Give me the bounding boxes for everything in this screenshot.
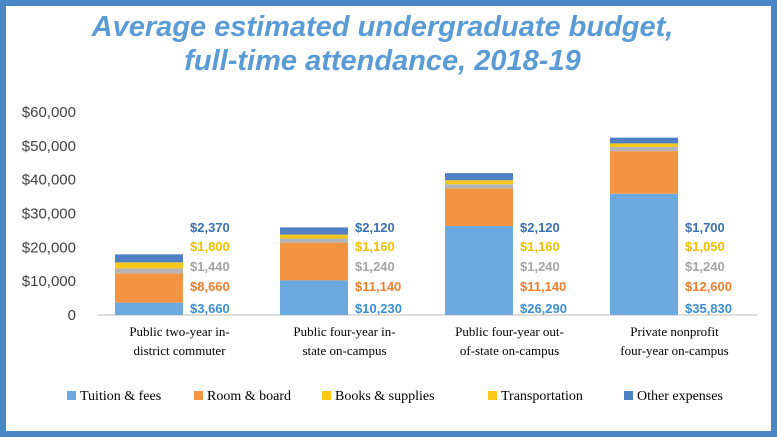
bar-segment — [115, 262, 183, 269]
legend-label: Other expenses — [637, 389, 723, 404]
category-label: four-year on-campus — [620, 343, 728, 358]
legend-label: Transportation — [501, 389, 583, 404]
data-labels: $3,660 $8,660 $1,440 $1,800 $2,370 $10,230 $11… — [190, 220, 732, 316]
data-label: $1,160 — [520, 239, 560, 254]
bar-segment — [280, 227, 348, 235]
data-label: $1,160 — [355, 239, 395, 254]
legend-swatch — [194, 391, 203, 400]
data-label: $1,050 — [685, 239, 725, 254]
y-tick-label: $10,000 — [22, 273, 76, 290]
category-label: Public four-year in- — [293, 324, 395, 339]
data-label: $8,660 — [190, 279, 230, 294]
bar-segment — [610, 137, 678, 144]
data-label: $11,140 — [520, 279, 566, 294]
bar-segment — [445, 188, 513, 227]
category-label: district commuter — [133, 343, 226, 358]
data-label: $2,120 — [355, 220, 395, 235]
legend-label: Books & supplies — [335, 389, 435, 404]
y-tick-label: $50,000 — [22, 138, 76, 155]
legend-swatch — [322, 391, 331, 400]
chart-title-line-1: Average estimated undergraduate budget, — [91, 11, 674, 43]
bar-segment — [445, 226, 513, 315]
legend-swatch — [67, 391, 76, 400]
bar-segment — [280, 242, 348, 281]
data-label: $1,440 — [190, 259, 230, 274]
y-tick-label: 0 — [68, 307, 76, 324]
bar-segment — [610, 151, 678, 194]
legend-label: Tuition & fees — [80, 389, 161, 404]
data-label: $2,370 — [190, 220, 230, 235]
y-tick-label: $40,000 — [22, 172, 76, 189]
legend-swatch — [624, 391, 633, 400]
bar-segment — [115, 273, 183, 303]
bar-segment — [610, 143, 678, 147]
category-labels: Public two-year in-district commuter Publ… — [129, 324, 728, 358]
bars — [115, 137, 678, 315]
bar-segment — [610, 193, 678, 315]
bar-segment — [115, 254, 183, 263]
bar-segment — [280, 280, 348, 315]
legend-swatch — [488, 391, 497, 400]
data-label: $1,800 — [190, 239, 230, 254]
data-label: $1,700 — [685, 220, 725, 235]
bar-segment — [610, 146, 678, 152]
bar-segment — [445, 180, 513, 185]
category-label: Public two-year in- — [129, 324, 229, 339]
category-label: state on-campus — [302, 343, 386, 358]
chart-title-line-2: full-time attendance, 2018-19 — [184, 45, 581, 77]
y-tick-label: $30,000 — [22, 206, 76, 223]
data-label: $26,290 — [520, 301, 567, 316]
bar-segment — [280, 234, 348, 239]
data-label: $2,120 — [520, 220, 560, 235]
data-label: $10,230 — [355, 301, 402, 316]
bar-segment — [280, 238, 348, 243]
data-label: $1,240 — [355, 259, 395, 274]
legend: Tuition & fees Room & board Books & suppli… — [67, 389, 723, 404]
chart-title: Average estimated undergraduate budget, … — [0, 10, 765, 78]
legend-label: Room & board — [207, 389, 291, 404]
bar-segment — [445, 184, 513, 189]
data-label: $35,830 — [685, 301, 732, 316]
data-label: $11,140 — [355, 279, 401, 294]
y-tick-label: $20,000 — [22, 239, 76, 256]
y-tick-label: $60,000 — [22, 104, 76, 121]
category-label: Public four-year out- — [455, 324, 564, 339]
bar-segment — [115, 268, 183, 274]
y-axis-ticks: 0 $10,000 $20,000 $30,000 $40,000 $50,000 $60,… — [22, 104, 76, 324]
data-label: $1,240 — [685, 259, 725, 274]
data-label: $1,240 — [520, 259, 560, 274]
data-label: $12,600 — [685, 279, 732, 294]
category-label: Private nonprofit — [630, 324, 719, 339]
data-label: $3,660 — [190, 301, 230, 316]
bar-segment — [115, 302, 183, 315]
bar-segment — [445, 173, 513, 181]
category-label: of-state on-campus — [460, 343, 559, 358]
